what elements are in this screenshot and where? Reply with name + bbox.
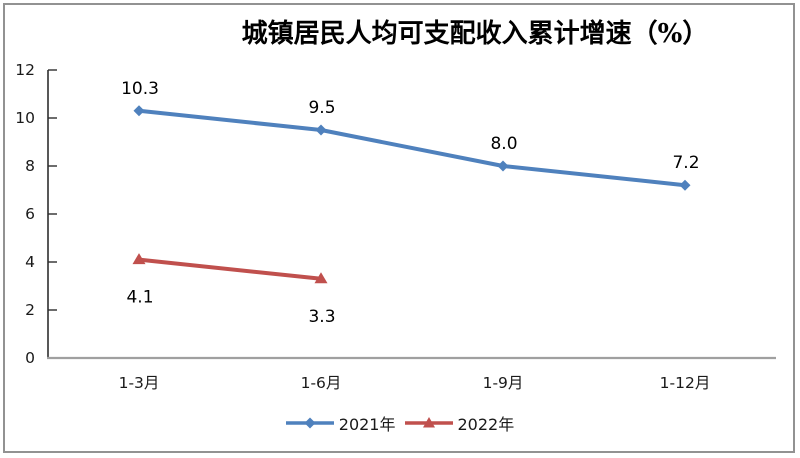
diamond-marker: [679, 179, 691, 191]
chart-legend: 2021年 2022年: [0, 411, 800, 435]
y-tick-label: 12: [15, 61, 35, 79]
y-tick-label: 0: [25, 349, 35, 367]
legend-label: 2021年: [338, 415, 396, 434]
data-label: 4.1: [126, 288, 153, 308]
triangle-marker: [314, 272, 328, 284]
y-tick-label: 10: [15, 109, 35, 127]
legend-item-2021年: 2021年: [285, 411, 396, 435]
data-label: 9.5: [308, 98, 335, 118]
diamond-marker: [497, 160, 509, 172]
legend-label: 2022年: [457, 415, 515, 434]
series-line-2022年: [137, 257, 323, 281]
y-tick-label: 8: [25, 157, 35, 175]
data-label: 3.3: [308, 307, 335, 327]
triangle-legend-icon: [404, 417, 453, 428]
x-category-label: 1-6月: [301, 374, 342, 392]
legend-item-2022年: 2022年: [404, 411, 515, 435]
chart-title: 城镇居民人均可支配收入累计增速（%）: [241, 19, 709, 49]
y-tick-label: 4: [25, 253, 35, 271]
x-category-label: 1-3月: [119, 374, 160, 392]
diamond-marker: [315, 124, 327, 136]
y-tick-label: 6: [25, 205, 35, 223]
y-tick-label: 2: [25, 301, 35, 319]
data-label: 8.0: [490, 134, 517, 154]
diamond-marker: [133, 105, 145, 117]
data-label: 10.3: [121, 79, 159, 99]
x-category-label: 1-12月: [660, 374, 711, 392]
x-category-label: 1-9月: [483, 374, 524, 392]
data-label: 7.2: [672, 153, 699, 173]
triangle-marker: [132, 253, 146, 265]
diamond-legend-icon: [285, 417, 334, 429]
series-line-2021年: [137, 108, 687, 188]
